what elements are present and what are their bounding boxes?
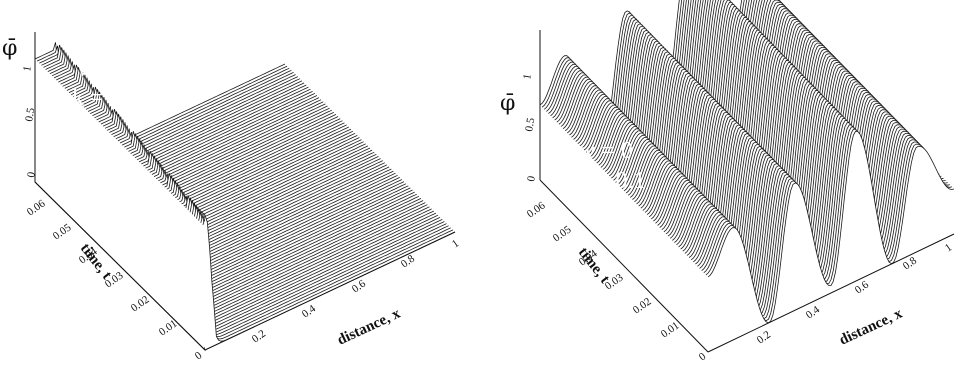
y-tick: 0.01 [659, 320, 682, 341]
z-axis-right: φ̄ 1 0.5 0 [500, 73, 538, 183]
y-tick: 0.05 [51, 221, 74, 242]
z-tick: 1 [21, 65, 34, 73]
x-tick: 0.4 [804, 303, 823, 321]
annotation-right: w = 0 k = 0.1 [578, 138, 646, 194]
x-tick: 0.4 [300, 302, 319, 320]
annotation-left: w = 10 k = 0.01 [72, 56, 152, 111]
surface-line [172, 183, 424, 309]
y-tick: 0.06 [525, 199, 548, 220]
z-axis-label: φ̄ [500, 91, 515, 116]
annotation-line: k = 0.1 [578, 168, 646, 194]
surface-line [202, 218, 454, 340]
surface-line [187, 197, 439, 324]
y-tick: 0.02 [631, 296, 654, 317]
surface-line [191, 202, 443, 329]
surface-line [198, 211, 449, 335]
x-tick: 1 [450, 237, 461, 250]
surface-strip [177, 189, 428, 323]
z-tick: 0.5 [523, 116, 537, 132]
surface-line [196, 208, 447, 333]
x-tick: 0.8 [399, 252, 418, 270]
z-axis-left: φ̄ 1 0.5 0 [2, 36, 38, 179]
t-axis-line [539, 179, 709, 353]
y-tick: 0.05 [551, 223, 574, 244]
annotation-line: k = 0.01 [72, 85, 152, 111]
y-tick: 0.06 [25, 197, 48, 218]
surface-strip [708, 131, 954, 352]
t-axis-line [34, 181, 206, 351]
surface-right [539, 0, 955, 353]
x-axis-line [204, 231, 456, 351]
x-tick: 0.2 [250, 328, 268, 346]
origin-tick: 0 [697, 350, 709, 363]
chart-left: φ̄ 1 0.5 0 0.06 0.05 0.04 0.03 0.02 0.01… [2, 32, 461, 362]
z-tick: 0 [525, 175, 538, 183]
z-tick: 1 [521, 73, 534, 81]
surface-line [200, 214, 451, 338]
x-tick: 0.2 [755, 329, 773, 347]
surface-line [189, 200, 441, 327]
chart-right: φ̄ 1 0.5 0 0.06 0.05 0.04 0.03 0.02 0.01… [500, 0, 954, 363]
surface-strip [198, 211, 449, 344]
x-axis-label: distance, x [837, 305, 905, 348]
surface-line [194, 205, 445, 331]
surface-line [175, 186, 426, 311]
origin-tick: 0 [193, 349, 205, 362]
surface-line [707, 130, 955, 324]
surface-line [185, 195, 437, 322]
z-axis-label: φ̄ [2, 36, 17, 61]
x-tick: 1 [943, 241, 954, 254]
surface-line [181, 195, 432, 318]
annotation-line: w = 10 [77, 56, 144, 82]
x-axis-label: distance, x [335, 305, 403, 348]
z-tick: 0.5 [23, 106, 37, 122]
annotation-line: w = 0 [578, 138, 633, 164]
surface-line [179, 192, 430, 316]
surface-line [177, 189, 428, 313]
surface-line [183, 199, 434, 320]
x-axis-line [707, 233, 955, 353]
surface-left [34, 32, 456, 352]
y-tick: 0.02 [129, 294, 152, 315]
z-tick: 0 [25, 171, 38, 179]
